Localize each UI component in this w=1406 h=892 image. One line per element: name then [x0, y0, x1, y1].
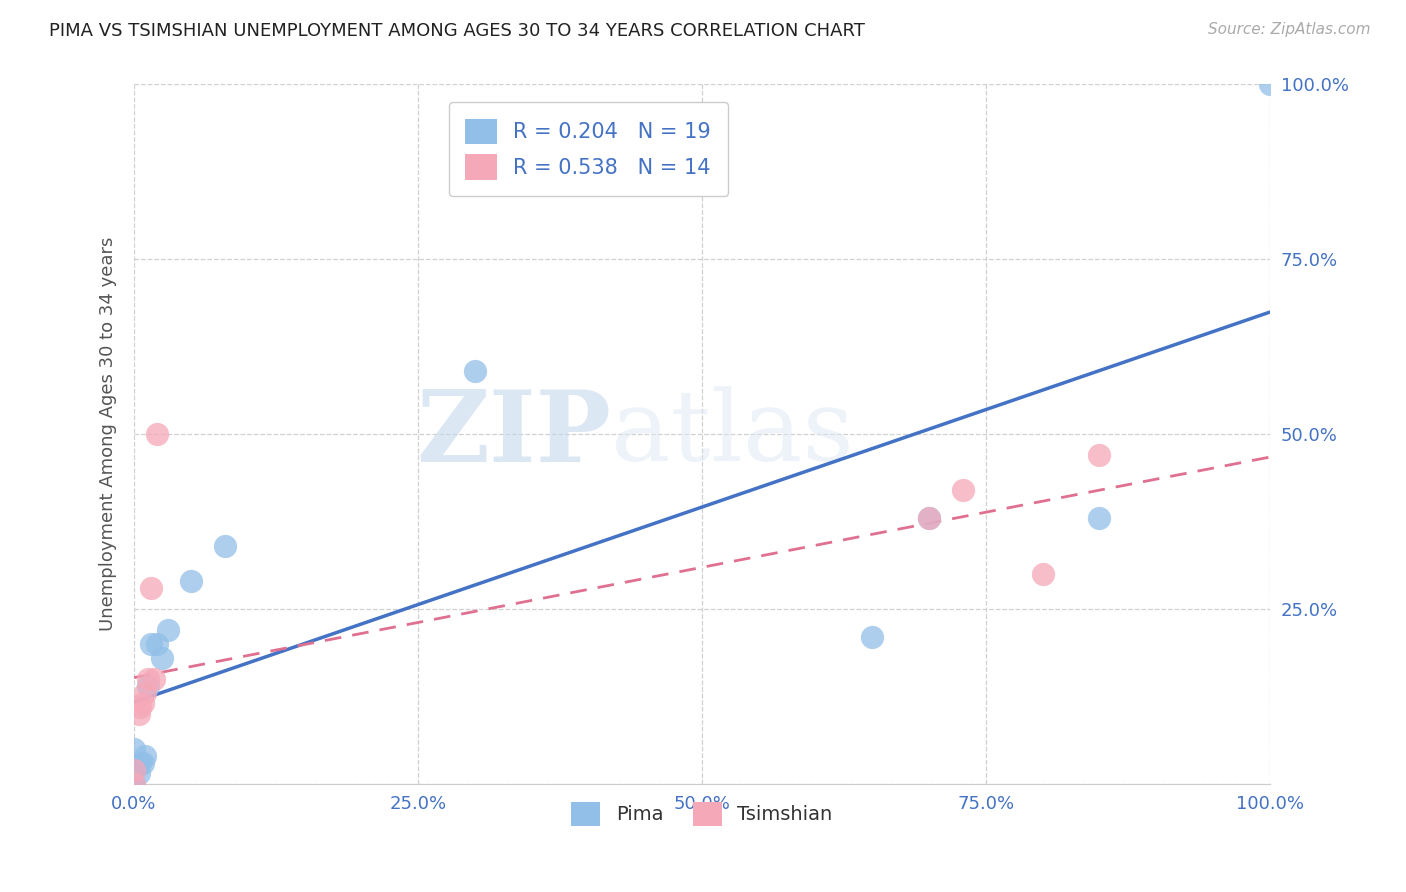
Point — [145, 427, 167, 442]
Point — [128, 699, 150, 714]
Point — [464, 364, 486, 378]
Point — [1088, 448, 1111, 462]
Y-axis label: Unemployment Among Ages 30 to 34 years: Unemployment Among Ages 30 to 34 years — [100, 237, 117, 632]
Point — [136, 672, 159, 686]
Point — [1032, 566, 1054, 581]
Point — [122, 763, 145, 777]
Point — [132, 756, 155, 770]
Point — [122, 763, 145, 777]
Point — [214, 539, 236, 553]
Point — [134, 686, 156, 700]
Point — [132, 696, 155, 710]
Point — [128, 706, 150, 721]
Point — [860, 630, 883, 644]
Point — [139, 581, 162, 595]
Point — [152, 651, 174, 665]
Point — [139, 637, 162, 651]
Text: ZIP: ZIP — [416, 385, 612, 483]
Point — [180, 574, 202, 588]
Point — [122, 777, 145, 791]
Text: PIMA VS TSIMSHIAN UNEMPLOYMENT AMONG AGES 30 TO 34 YEARS CORRELATION CHART: PIMA VS TSIMSHIAN UNEMPLOYMENT AMONG AGE… — [49, 22, 865, 40]
Point — [128, 766, 150, 780]
Point — [918, 511, 941, 525]
Text: atlas: atlas — [612, 386, 853, 482]
Point — [134, 748, 156, 763]
Point — [145, 637, 167, 651]
Point — [1088, 511, 1111, 525]
Point — [143, 672, 166, 686]
Point — [122, 741, 145, 756]
Point — [157, 623, 180, 637]
Point — [122, 777, 145, 791]
Point — [918, 511, 941, 525]
Point — [128, 756, 150, 770]
Legend: Pima, Tsimshian: Pima, Tsimshian — [564, 794, 841, 833]
Text: Source: ZipAtlas.com: Source: ZipAtlas.com — [1208, 22, 1371, 37]
Point — [136, 679, 159, 693]
Point — [1258, 78, 1281, 92]
Point — [952, 483, 974, 497]
